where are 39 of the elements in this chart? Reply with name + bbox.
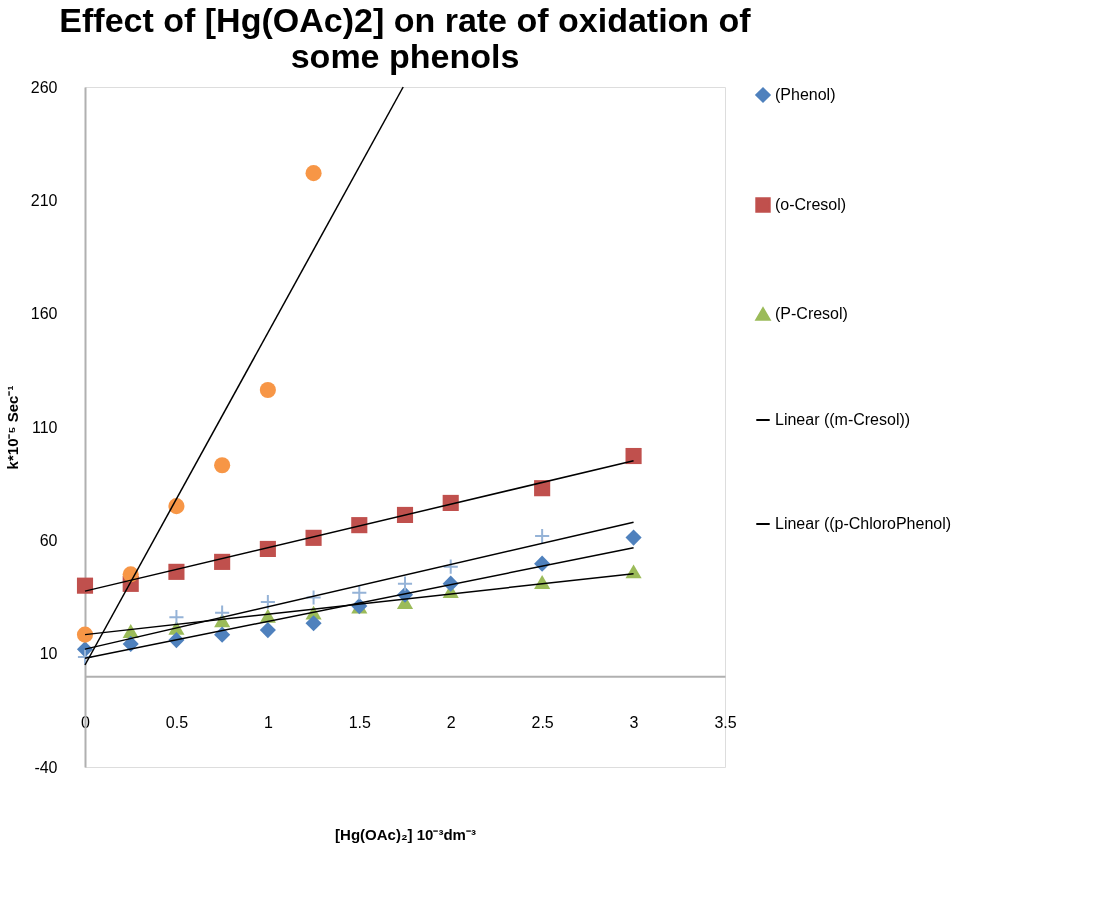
point [259, 382, 276, 399]
x-tick-label: 3.5 [714, 713, 737, 731]
point [168, 609, 185, 626]
point [534, 527, 551, 545]
legend-label: (P-Cresol) [775, 305, 848, 322]
x-tick-label: 1.5 [348, 713, 371, 731]
y-tick-label: 160 [30, 305, 58, 323]
point [214, 604, 231, 621]
point [396, 575, 414, 592]
point [214, 457, 231, 474]
point [259, 622, 276, 639]
point [305, 615, 322, 632]
x-tick-label: 1 [263, 713, 273, 731]
point [625, 529, 642, 546]
legend-label: Linear ((p-ChloroPhenol) [775, 515, 952, 532]
point [76, 626, 94, 643]
chart-title: Effect of [Hg(OAc)2] on rate of oxidation of some phenols [59, 1, 752, 75]
point [305, 165, 322, 182]
point [259, 593, 276, 611]
y-tick-label: 60 [39, 531, 58, 549]
y-tick-label: 260 [30, 78, 58, 96]
x-axis-title: [Hg(OAc)₂] 10⁻³dm⁻³ [335, 825, 476, 843]
legend-label: (Phenol) [775, 86, 836, 103]
x-tick-label: 2 [446, 713, 456, 731]
point [76, 577, 94, 594]
x-tick-label: 3 [629, 713, 639, 731]
y-tick-label: 10 [39, 645, 58, 663]
x-tick-label: 2.5 [531, 713, 554, 731]
y-tick-label: 210 [30, 191, 58, 209]
legend-label: (o-Cresol) [775, 196, 847, 213]
y-axis-title: k*10⁻⁵ Sec⁻¹ [3, 385, 21, 470]
point [442, 558, 459, 575]
legend-label: Linear ((m-Cresol)) [775, 411, 911, 428]
point [305, 589, 322, 606]
point [625, 447, 642, 465]
point [351, 584, 368, 601]
y-tick-label: 110 [31, 418, 58, 436]
x-tick-label: 0.5 [165, 713, 189, 731]
y-tick-label: -40 [34, 758, 58, 776]
